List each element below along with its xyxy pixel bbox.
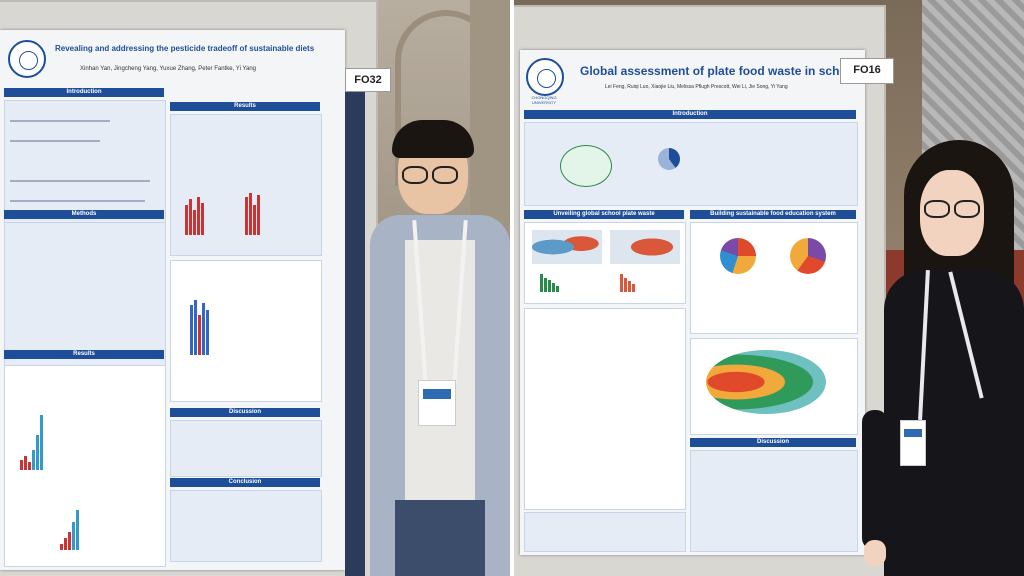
right-photo: CHONGQING UNIVERSITY Global assessment o… xyxy=(512,0,1024,576)
section-heading: Discussion xyxy=(690,438,856,447)
university-logo xyxy=(526,58,564,96)
diagram-circle xyxy=(560,145,612,187)
poster-title: Global assessment of plate food waste in… xyxy=(580,64,865,78)
pie-chart xyxy=(658,148,680,170)
board-edge xyxy=(345,90,365,576)
poster-right: CHONGQING UNIVERSITY Global assessment o… xyxy=(520,50,865,555)
bar-figure xyxy=(540,272,559,292)
ring-chart xyxy=(720,238,756,274)
glasses xyxy=(954,200,980,218)
person-right xyxy=(862,140,1024,576)
arm xyxy=(862,410,888,550)
text-line xyxy=(10,120,110,122)
glasses xyxy=(432,166,458,184)
university-logo xyxy=(8,40,46,78)
jeans xyxy=(395,500,485,576)
glasses xyxy=(402,166,428,184)
university-name: CHONGQING UNIVERSITY xyxy=(531,95,557,105)
section-heading: Results xyxy=(170,102,320,111)
section-heading: Introduction xyxy=(524,110,856,119)
methods-block xyxy=(4,222,166,374)
poster-authors: Xinhan Yan, Jingcheng Yang, Yuxue Zhang,… xyxy=(80,66,257,72)
world-map xyxy=(532,230,602,264)
discussion-block xyxy=(690,450,858,552)
section-heading: Conclusion xyxy=(170,478,320,487)
bar-figure xyxy=(245,190,260,235)
conclusion-block xyxy=(170,490,322,562)
hand xyxy=(864,540,886,566)
bar-figure xyxy=(620,272,635,292)
poster-number-tag: FO32 xyxy=(345,68,391,92)
section-heading: Results xyxy=(4,350,164,359)
ring-chart xyxy=(790,238,826,274)
image-divider xyxy=(510,0,514,576)
section-heading: Discussion xyxy=(170,408,320,417)
bar-figure xyxy=(185,190,204,235)
section-heading: Building sustainable food education syst… xyxy=(690,210,856,219)
results-chart-block xyxy=(4,365,166,567)
bar-figure xyxy=(20,410,43,470)
poster-left: Revealing and addressing the pesticide t… xyxy=(0,30,345,570)
text-line xyxy=(10,140,100,142)
nested-ellipses xyxy=(706,350,826,414)
scatter-block xyxy=(524,308,686,510)
left-photo: Revealing and addressing the pesticide t… xyxy=(0,0,512,576)
section-heading: Unveiling global school plate waste xyxy=(524,210,684,219)
world-map xyxy=(610,230,680,264)
text-line xyxy=(10,200,145,202)
hair xyxy=(392,120,474,158)
bar-figure xyxy=(60,490,79,550)
section-heading: Methods xyxy=(4,210,164,219)
poster-title: Revealing and addressing the pesticide t… xyxy=(55,44,315,53)
glasses xyxy=(924,200,950,218)
discussion-block xyxy=(170,420,322,477)
education-block xyxy=(690,222,858,334)
bar-figure xyxy=(190,295,209,355)
summary-block xyxy=(524,512,686,552)
section-heading: Introduction xyxy=(4,88,164,97)
poster-authors: Lei Feng, Ruiqi Luo, Xiaojie Liu, Meliss… xyxy=(605,84,788,90)
person-left xyxy=(370,110,510,576)
text-line xyxy=(10,180,150,182)
name-badge xyxy=(900,420,926,466)
intro-block xyxy=(524,122,858,206)
name-badge xyxy=(418,380,456,426)
poster-number-tag: FO16 xyxy=(840,58,894,84)
